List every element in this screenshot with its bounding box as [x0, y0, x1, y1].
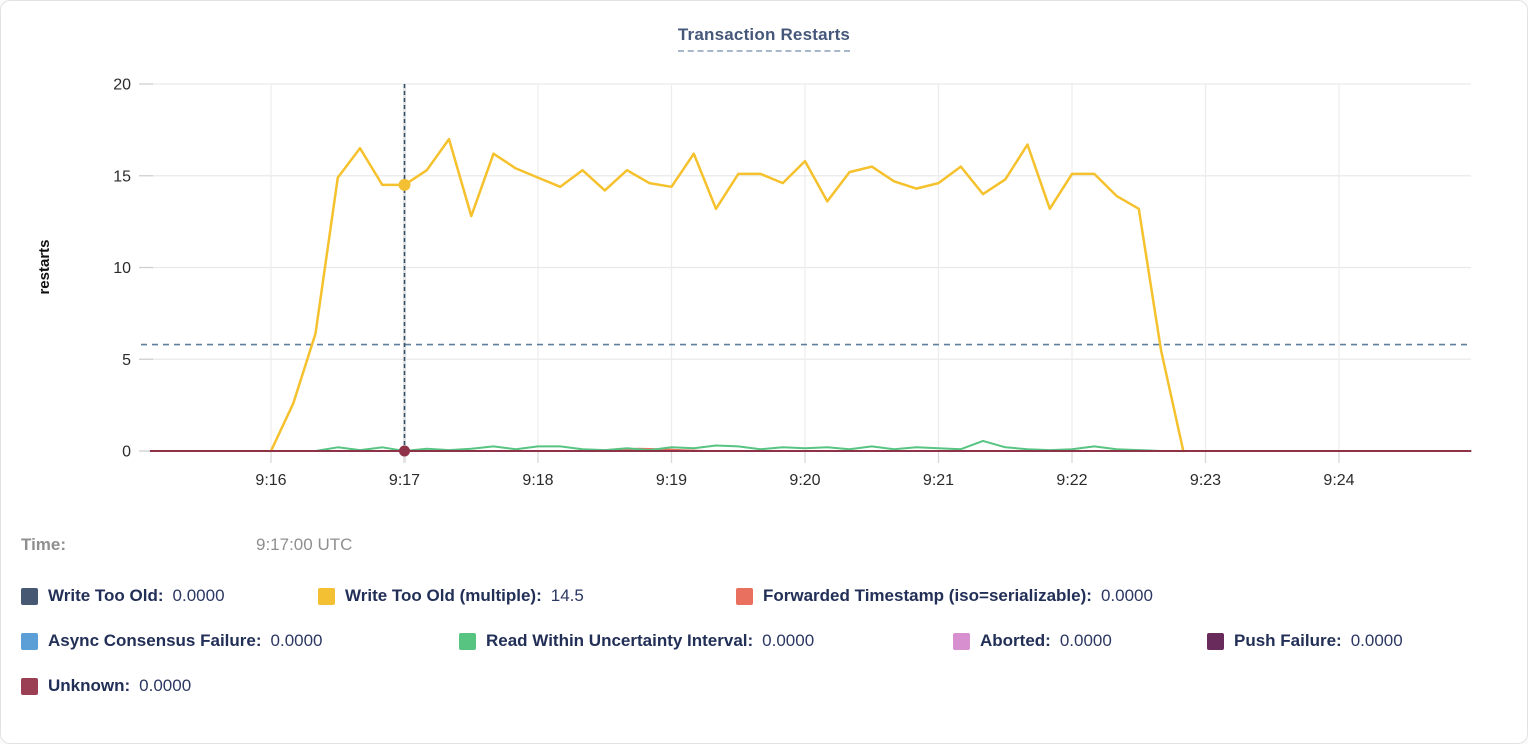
series-line: [149, 439, 1472, 452]
y-tick-label: 20: [113, 77, 131, 94]
y-tick-label: 5: [122, 352, 131, 369]
legend-swatch: [1207, 632, 1224, 650]
x-tick-label: 9:18: [522, 472, 553, 489]
legend-item[interactable]: Write Too Old (multiple): 14.5: [318, 586, 584, 606]
series-line: [269, 137, 1185, 453]
x-tick-label: 9:19: [656, 472, 687, 489]
legend-value: 0.0000: [762, 631, 815, 650]
legend-label: Push Failure:: [1234, 631, 1342, 650]
x-tick-label: 9:22: [1056, 472, 1087, 489]
y-tick-label: 10: [113, 260, 131, 277]
legend-item[interactable]: Aborted: 0.0000: [953, 631, 1112, 651]
x-tick-label: 9:21: [923, 472, 954, 489]
legend-label: Write Too Old:: [48, 586, 164, 605]
legend-value: 0.0000: [270, 631, 323, 650]
legend-value: 0.0000: [1350, 631, 1403, 650]
legend-swatch: [736, 587, 753, 605]
legend-swatch: [318, 587, 335, 605]
legend-value: 0.0000: [1059, 631, 1112, 650]
hover-point-dot: [399, 445, 410, 457]
legend-row: Async Consensus Failure: 0.0000 Read Withi…: [1, 631, 1527, 657]
legend-swatch: [21, 587, 38, 605]
legend-label: Write Too Old (multiple):: [345, 586, 542, 605]
legend-value: 0.0000: [139, 676, 192, 695]
legend-swatch: [21, 677, 38, 695]
y-tick-label: 15: [113, 168, 131, 185]
chart-title-text: Transaction Restarts: [677, 25, 851, 52]
y-tick-label: 0: [122, 444, 131, 461]
y-axis-title: restarts: [36, 239, 53, 294]
legend-swatch: [953, 632, 970, 650]
hover-time-row: Time: 9:17:00 UTC: [1, 535, 1527, 561]
legend-swatch: [21, 632, 38, 650]
legend-label: Async Consensus Failure:: [48, 631, 262, 650]
hover-point-dot: [398, 178, 411, 191]
hover-time-label: Time:: [21, 535, 67, 554]
x-tick-label: 9:23: [1190, 472, 1221, 489]
legend-label: Aborted:: [980, 631, 1051, 650]
legend-swatch: [459, 632, 476, 650]
legend-label: Forwarded Timestamp (iso=serializable):: [763, 586, 1092, 605]
legend-label: Read Within Uncertainty Interval:: [486, 631, 754, 650]
legend-item[interactable]: Write Too Old: 0.0000: [21, 586, 225, 606]
legend-value: 14.5: [550, 586, 584, 605]
legend-row: Unknown: 0.0000: [1, 676, 1527, 702]
legend-item[interactable]: Forwarded Timestamp (iso=serializable): 0…: [736, 586, 1153, 606]
chart-title[interactable]: Transaction Restarts: [1, 25, 1527, 52]
legend-row: Write Too Old: 0.0000 Write Too Old (multi…: [1, 586, 1527, 612]
legend-item[interactable]: Unknown: 0.0000: [21, 676, 191, 696]
legend-value: 0.0000: [1100, 586, 1153, 605]
x-tick-label: 9:17: [389, 472, 420, 489]
legend-item[interactable]: Async Consensus Failure: 0.0000: [21, 631, 323, 651]
x-tick-label: 9:20: [789, 472, 820, 489]
chart-canvas[interactable]: 0 5 10 15 20 9:16 9:17 9:18 9:19 9:20 9:21 9:22 9:23…: [1, 1, 1528, 521]
hover-time-value: 9:17:00 UTC: [256, 535, 353, 554]
x-tick-label: 9:24: [1323, 472, 1354, 489]
legend-label: Unknown:: [48, 676, 131, 695]
legend-item[interactable]: Push Failure: 0.0000: [1207, 631, 1403, 651]
x-tick-label: 9:16: [255, 472, 286, 489]
legend-value: 0.0000: [172, 586, 225, 605]
legend-item[interactable]: Read Within Uncertainty Interval: 0.0000: [459, 631, 814, 651]
